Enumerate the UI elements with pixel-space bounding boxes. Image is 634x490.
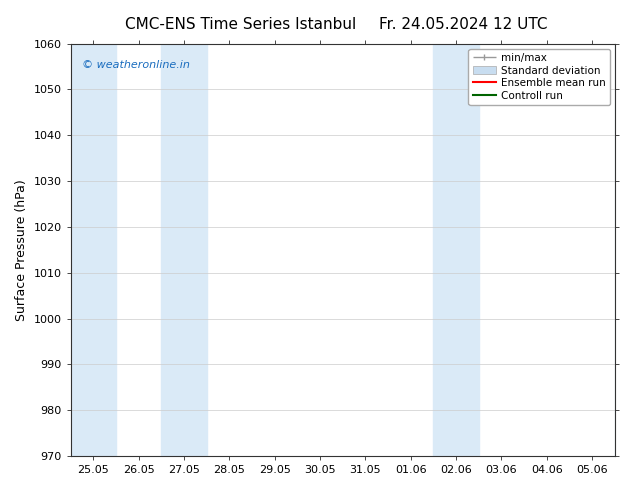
Bar <box>71 44 116 456</box>
Bar <box>615 44 634 456</box>
Text: CMC-ENS Time Series Istanbul: CMC-ENS Time Series Istanbul <box>126 17 356 32</box>
Legend: min/max, Standard deviation, Ensemble mean run, Controll run: min/max, Standard deviation, Ensemble me… <box>469 49 610 105</box>
Bar <box>434 44 479 456</box>
Bar <box>162 44 207 456</box>
Text: Fr. 24.05.2024 12 UTC: Fr. 24.05.2024 12 UTC <box>378 17 547 32</box>
Text: © weatheronline.in: © weatheronline.in <box>82 60 190 70</box>
Y-axis label: Surface Pressure (hPa): Surface Pressure (hPa) <box>15 179 28 320</box>
